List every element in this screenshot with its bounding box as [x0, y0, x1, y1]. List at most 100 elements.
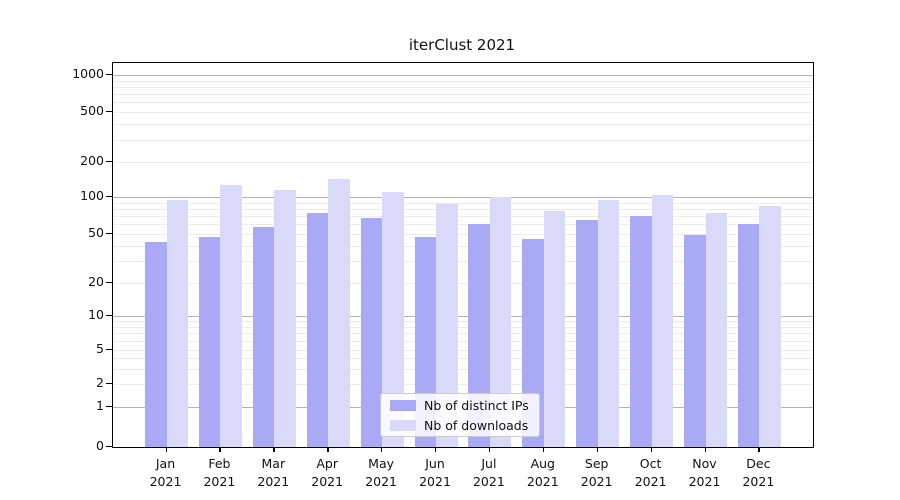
gridline-minor — [113, 321, 813, 323]
bar-distinct-ips-mar — [252, 226, 275, 447]
gridline-minor — [113, 124, 813, 126]
bar-downloads-jan — [166, 199, 188, 447]
bar-distinct-ips-jul — [468, 223, 490, 447]
y-tick-mark — [106, 405, 112, 407]
x-tick-mark — [488, 447, 491, 452]
y-tick-mark — [106, 74, 112, 76]
x-tick-mark — [650, 447, 652, 452]
gridline-minor — [113, 102, 813, 104]
bar-downloads-nov — [705, 212, 727, 447]
y-tick-label: 2 — [96, 375, 104, 390]
y-tick-mark — [106, 445, 112, 447]
y-tick-mark — [106, 196, 112, 198]
bar-distinct-ips-sep — [576, 219, 598, 447]
gridline-minor — [113, 384, 813, 385]
gridline-minor — [113, 94, 813, 96]
gridline-minor — [113, 233, 813, 235]
x-tick-label-apr: Apr 2021 — [311, 456, 344, 490]
y-tick-label: 100 — [80, 188, 104, 203]
legend-label-downloads: Nb of downloads — [424, 417, 529, 433]
y-tick-label: 5 — [96, 340, 104, 356]
gridline-minor — [113, 112, 813, 113]
y-tick-label: 1 — [96, 397, 104, 413]
gridline-minor — [113, 208, 813, 210]
x-tick-mark — [435, 447, 437, 452]
bar-distinct-ips-dec — [737, 223, 760, 447]
x-tick-mark — [704, 447, 706, 452]
gridline-minor — [113, 139, 813, 141]
x-tick-label-jul: Jul 2021 — [472, 456, 505, 490]
y-tick-mark — [106, 232, 112, 234]
gridline-major — [113, 197, 813, 198]
legend-label-distinct-ips: Nb of distinct IPs — [424, 397, 529, 413]
y-tick-label: 20 — [88, 274, 104, 289]
bar-downloads-mar — [274, 189, 296, 447]
y-tick-label: 200 — [80, 153, 104, 168]
x-tick-label-jan: Jan 2021 — [149, 456, 182, 490]
x-tick-mark — [327, 447, 329, 452]
bar-downloads-oct — [651, 194, 674, 447]
x-tick-label-aug: Aug 2021 — [526, 456, 559, 490]
gridline-minor — [113, 283, 813, 284]
plot-area: Nb of distinct IPs Nb of downloads — [112, 62, 814, 448]
bar-downloads-feb — [220, 184, 242, 447]
gridline-minor — [113, 245, 813, 247]
x-tick-mark — [165, 447, 167, 452]
x-tick-mark — [219, 447, 221, 452]
gridline-minor — [113, 86, 813, 88]
bar-downloads-apr — [328, 178, 350, 447]
x-tick-label-oct: Oct 2021 — [634, 456, 667, 490]
gridline-minor — [113, 162, 813, 163]
gridline-minor — [113, 202, 813, 204]
gridline-minor — [113, 261, 813, 263]
x-tick-label-mar: Mar 2021 — [257, 456, 290, 490]
bar-downloads-jul — [489, 197, 512, 447]
legend-swatch-downloads — [390, 419, 416, 431]
gridline-minor — [113, 340, 813, 342]
y-tick-label: 0 — [96, 437, 104, 453]
bar-downloads-jun — [436, 204, 458, 447]
x-tick-label-jun: Jun 2021 — [419, 456, 451, 490]
bar-downloads-may — [382, 192, 404, 447]
bar-distinct-ips-jan — [145, 241, 167, 447]
bar-distinct-ips-oct — [630, 215, 652, 447]
gridline-minor — [113, 333, 813, 335]
y-tick-mark — [106, 315, 112, 317]
bar-distinct-ips-feb — [198, 236, 221, 447]
x-tick-mark — [381, 447, 383, 452]
gridline-minor — [113, 223, 813, 225]
gridline-minor — [113, 368, 813, 370]
y-tick-label: 500 — [80, 103, 104, 118]
y-tick-mark — [106, 348, 112, 350]
x-tick-mark — [273, 447, 275, 452]
y-tick-label: 1000 — [72, 66, 104, 81]
legend-swatch-distinct-ips — [390, 399, 416, 411]
gridline-minor — [113, 349, 813, 351]
bar-downloads-sep — [597, 200, 620, 447]
bar-distinct-ips-nov — [684, 234, 706, 447]
legend-item-downloads: Nb of downloads — [390, 418, 539, 433]
y-tick-mark — [106, 383, 112, 385]
gridline-major — [113, 75, 813, 76]
x-tick-label-may: May 2021 — [365, 456, 397, 490]
legend: Nb of distinct IPs Nb of downloads — [380, 393, 540, 437]
gridline-minor — [113, 215, 813, 217]
bar-distinct-ips-may — [360, 218, 383, 447]
x-tick-label-sep: Sep 2021 — [580, 456, 613, 490]
y-tick-mark — [106, 161, 112, 163]
x-tick-label-feb: Feb 2021 — [203, 456, 236, 490]
gridline-minor — [113, 357, 813, 359]
x-tick-label-nov: Nov 2021 — [688, 456, 721, 490]
y-tick-mark — [106, 282, 112, 284]
x-tick-mark — [758, 447, 760, 452]
y-tick-label: 10 — [88, 307, 104, 322]
gridline-minor — [113, 326, 813, 328]
x-tick-mark — [596, 447, 599, 452]
x-tick-label-dec: Dec 2021 — [742, 456, 775, 490]
y-tick-label: 50 — [88, 224, 104, 240]
y-tick-mark — [106, 111, 112, 113]
bar-distinct-ips-apr — [306, 212, 329, 447]
bar-downloads-aug — [543, 211, 566, 447]
chart-title: iterClust 2021 — [408, 36, 516, 54]
